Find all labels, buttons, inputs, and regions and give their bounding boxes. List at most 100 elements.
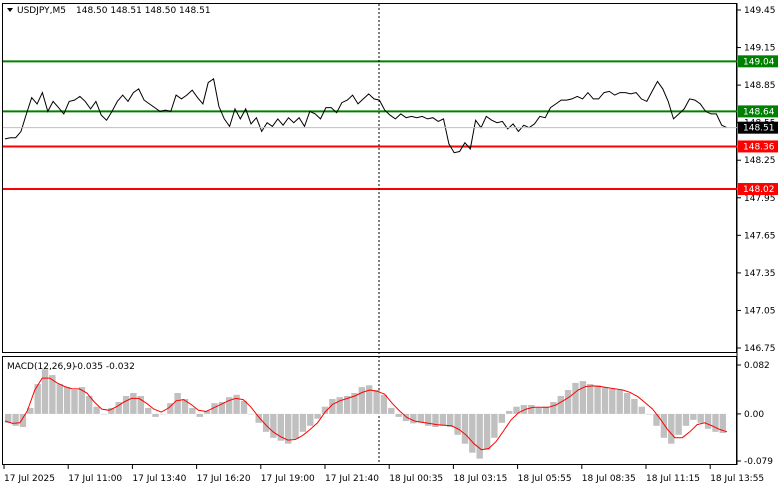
macd-histogram-bar	[314, 413, 321, 419]
macd-histogram-bar	[248, 413, 255, 415]
price-tick-label: 149.45	[744, 6, 776, 16]
level-label: 148.64	[743, 107, 775, 117]
macd-histogram-bar	[255, 413, 262, 423]
macd-histogram-bar	[712, 413, 719, 432]
macd-histogram-bar	[122, 396, 130, 414]
macd-label: MACD(12,26,9)	[7, 362, 75, 372]
macd-histogram-bar	[307, 413, 314, 426]
macd-histogram-bar	[373, 390, 380, 414]
macd-histogram-bar	[388, 407, 395, 414]
macd-histogram-bar	[49, 375, 56, 414]
macd-histogram-bar	[262, 413, 270, 432]
macd-histogram-bar	[675, 413, 682, 435]
macd-histogram-bar	[439, 413, 447, 426]
level-label-box	[738, 140, 778, 153]
macd-histogram-bar	[646, 413, 653, 415]
macd-tick-label: -0.079	[744, 457, 773, 467]
macd-histogram-bar	[402, 413, 410, 422]
macd-histogram-bar	[145, 407, 152, 414]
time-tick-label: 17 Jul 19:00	[261, 474, 315, 484]
time-tick-label: 17 Jul 11:00	[68, 474, 122, 484]
macd-histogram-bar	[211, 403, 218, 414]
macd-histogram-bar	[5, 413, 12, 423]
time-tick-label: 17 Jul 13:40	[132, 474, 186, 484]
macd-histogram-bar	[653, 413, 660, 426]
macd-histogram-bar	[417, 413, 424, 423]
macd-histogram-bar	[174, 393, 181, 414]
macd-histogram-bar	[270, 413, 277, 438]
macd-histogram-bar	[285, 413, 292, 444]
time-tick-label: 17 Jul 16:20	[197, 474, 251, 484]
macd-values: -0.035 -0.032	[74, 362, 135, 372]
macd-histogram-bar	[631, 399, 638, 414]
price-tick-label: 146.75	[744, 344, 776, 354]
macd-histogram-bar	[520, 405, 528, 414]
macd-histogram-bar	[366, 385, 373, 414]
chart-menu-triangle-icon[interactable]	[7, 8, 13, 12]
macd-histogram-bar	[27, 407, 34, 414]
macd-histogram-bar	[167, 403, 174, 414]
macd-histogram-bar	[638, 406, 645, 414]
time-tick-label: 18 Jul 08:35	[582, 474, 636, 484]
macd-histogram-bar	[719, 413, 726, 433]
price-series	[4, 78, 728, 154]
macd-histogram-bar	[668, 413, 675, 444]
macd-histogram-bar	[432, 413, 439, 427]
macd-histogram-bar	[469, 413, 476, 453]
price-tick-label: 147.95	[744, 194, 776, 204]
macd-histogram-bar	[513, 406, 520, 414]
macd-histogram-bar	[395, 413, 402, 417]
level-label-box	[738, 55, 778, 68]
time-tick-label: 17 Jul 2025	[4, 474, 55, 484]
macd-histogram-bar	[292, 413, 299, 439]
macd-histogram-bar	[697, 413, 704, 423]
price-tick-label: 147.35	[744, 269, 776, 279]
macd-histogram-bar	[137, 396, 144, 414]
macd-axis: 0.082 0.00 -0.079	[737, 361, 773, 467]
time-tick-label: 18 Jul 05:55	[518, 474, 572, 484]
time-tick-label: 17 Jul 21:40	[325, 474, 379, 484]
macd-histogram-bar	[108, 407, 115, 414]
macd-histogram-bar	[351, 393, 358, 414]
macd-histogram-bar	[181, 399, 189, 414]
time-tick-label: 18 Jul 00:35	[389, 474, 443, 484]
macd-histogram-bar	[240, 400, 248, 414]
macd-histogram-bar	[564, 390, 572, 414]
macd-histogram-bar	[660, 413, 668, 438]
level-label: 149.04	[743, 57, 775, 67]
current-price-text: 148.51	[743, 124, 775, 134]
level-label-box	[738, 105, 778, 118]
level-label: 148.02	[743, 185, 775, 195]
macd-histogram-bar	[557, 396, 564, 414]
macd-histogram-bar	[424, 413, 432, 426]
macd-histogram-bar	[690, 413, 697, 420]
macd-histogram-bar	[41, 369, 49, 414]
macd-tick-label: 0.082	[744, 361, 770, 371]
macd-histogram-bar	[579, 381, 587, 414]
macd-histogram-bar	[299, 413, 307, 432]
macd-histogram-bar	[609, 388, 616, 414]
price-tick-label: 148.25	[744, 156, 776, 166]
macd-histogram-bar	[535, 407, 542, 414]
macd-histogram-bar	[203, 410, 211, 414]
macd-histogram-bar	[476, 413, 483, 459]
macd-histogram-bar	[277, 413, 284, 441]
macd-histogram-bar	[329, 399, 336, 414]
macd-histogram-bar	[86, 396, 93, 414]
macd-histogram-bar	[336, 397, 343, 414]
macd-histogram-bar	[130, 393, 137, 414]
macd-histogram-bar	[93, 406, 100, 414]
level-label-box	[738, 183, 778, 196]
macd-histogram-bar	[321, 406, 329, 414]
macd-histogram-bar	[152, 413, 159, 417]
macd-histogram-bar	[528, 405, 535, 414]
macd-histogram-bar	[56, 384, 63, 414]
symbol-label: USDJPY,M5	[17, 6, 66, 16]
macd-histogram-bar	[380, 394, 388, 414]
macd-histogram-bar	[498, 413, 505, 423]
macd-signal-line	[4, 377, 728, 451]
ohlc-label: 148.50 148.51 148.50 148.51	[76, 6, 211, 16]
macd-histogram-bar	[616, 390, 623, 414]
time-tick-label: 18 Jul 03:15	[453, 474, 507, 484]
